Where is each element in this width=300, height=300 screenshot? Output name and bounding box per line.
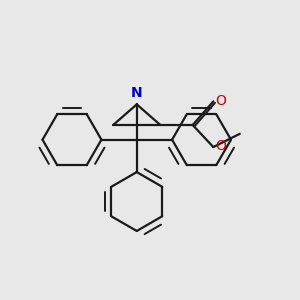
Text: N: N <box>130 86 142 100</box>
Text: O: O <box>216 94 226 108</box>
Text: O: O <box>216 140 226 154</box>
